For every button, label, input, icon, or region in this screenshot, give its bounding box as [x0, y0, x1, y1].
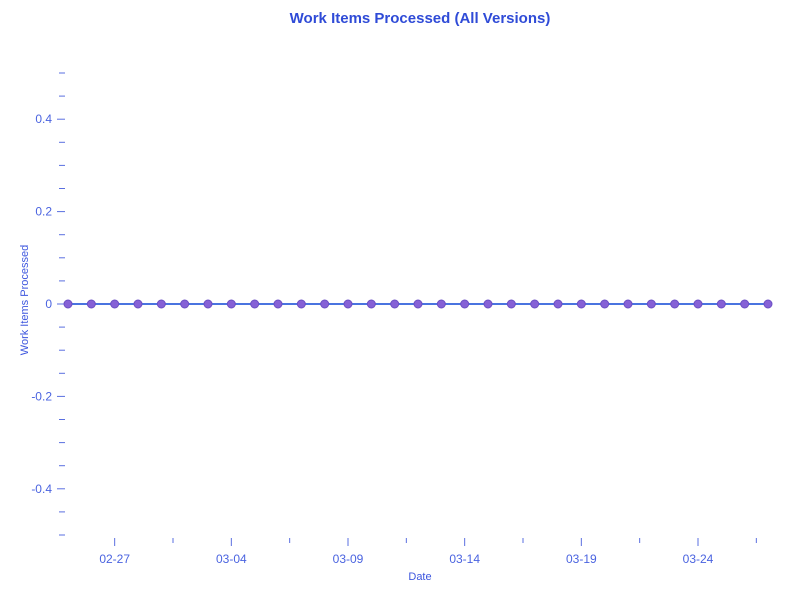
x-tick-label: 03-14 [449, 552, 480, 566]
data-point-marker[interactable] [763, 299, 773, 309]
data-point-marker[interactable] [133, 299, 143, 309]
chart-title: Work Items Processed (All Versions) [289, 10, 551, 27]
data-point-marker[interactable] [63, 299, 73, 309]
data-point-marker[interactable] [530, 299, 540, 309]
data-point-marker[interactable] [600, 299, 610, 309]
data-point-marker[interactable] [110, 299, 120, 309]
data-point-marker[interactable] [436, 299, 446, 309]
data-point-marker[interactable] [483, 299, 493, 309]
y-tick-label: -0.4 [31, 482, 52, 496]
data-point-marker[interactable] [390, 299, 400, 309]
data-point-marker[interactable] [670, 299, 680, 309]
y-tick-label: 0.2 [35, 205, 52, 219]
y-tick-label: 0.4 [35, 112, 52, 126]
x-tick-label: 03-04 [216, 552, 247, 566]
data-point-marker[interactable] [413, 299, 423, 309]
data-point-marker[interactable] [250, 299, 260, 309]
data-point-marker[interactable] [553, 299, 563, 309]
data-point-marker[interactable] [343, 299, 353, 309]
data-point-marker[interactable] [86, 299, 96, 309]
data-point-marker[interactable] [320, 299, 330, 309]
x-tick-label: 02-27 [99, 552, 130, 566]
x-tick-label: 03-19 [566, 552, 597, 566]
data-point-marker[interactable] [156, 299, 166, 309]
data-point-marker[interactable] [740, 299, 750, 309]
data-point-marker[interactable] [180, 299, 190, 309]
data-point-marker[interactable] [273, 299, 283, 309]
data-point-marker[interactable] [226, 299, 236, 309]
y-tick-label: 0 [45, 297, 52, 311]
data-point-marker[interactable] [693, 299, 703, 309]
x-tick-label: 03-09 [333, 552, 364, 566]
data-point-marker[interactable] [296, 299, 306, 309]
y-axis-label: Work Items Processed [19, 244, 31, 356]
x-axis-label: Date [408, 571, 432, 583]
x-tick-label: 03-24 [683, 552, 714, 566]
y-tick-label: -0.2 [31, 389, 52, 403]
data-point-marker[interactable] [623, 299, 633, 309]
data-point-marker[interactable] [646, 299, 656, 309]
data-point-marker[interactable] [506, 299, 516, 309]
data-point-marker[interactable] [366, 299, 376, 309]
data-point-marker[interactable] [460, 299, 470, 309]
data-point-marker[interactable] [203, 299, 213, 309]
data-point-marker[interactable] [716, 299, 726, 309]
data-point-marker[interactable] [576, 299, 586, 309]
